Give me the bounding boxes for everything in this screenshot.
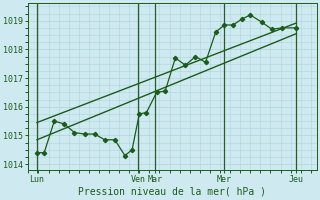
X-axis label: Pression niveau de la mer( hPa ): Pression niveau de la mer( hPa ) — [78, 187, 267, 197]
